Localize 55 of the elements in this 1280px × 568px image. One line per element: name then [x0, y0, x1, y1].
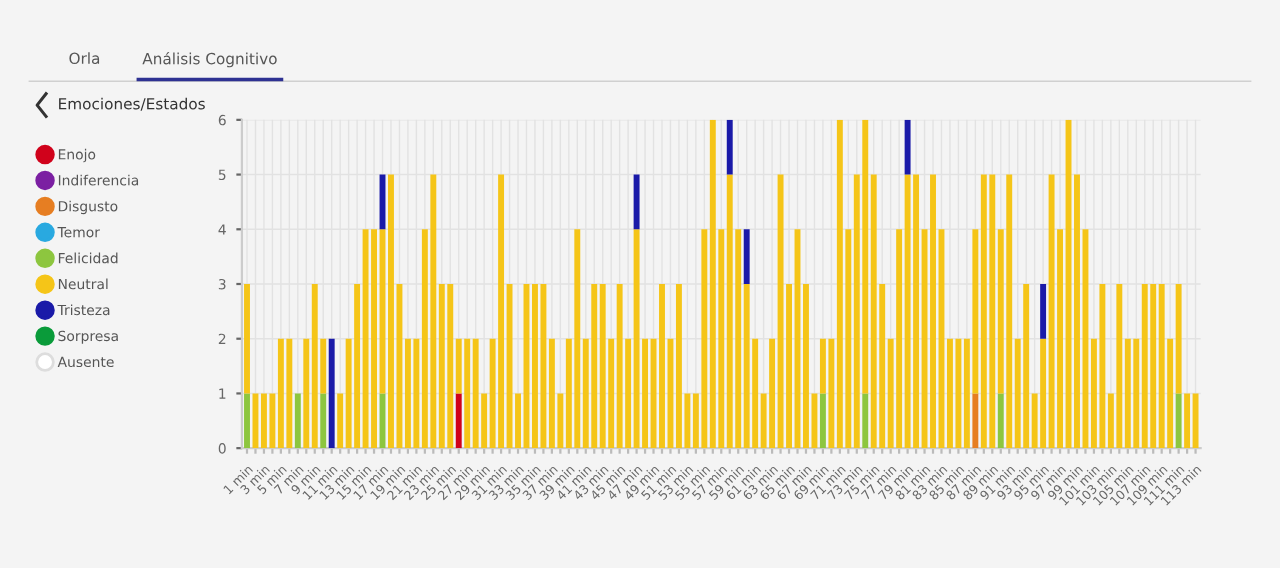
bar — [244, 393, 250, 449]
bar — [1006, 174, 1013, 449]
bar — [930, 174, 936, 449]
bar — [531, 284, 538, 449]
bar — [371, 229, 377, 449]
bar — [260, 393, 267, 449]
bar — [972, 393, 979, 449]
bar — [320, 393, 327, 449]
bar — [997, 393, 1004, 449]
bar — [819, 393, 826, 449]
bar — [455, 393, 462, 449]
bar — [862, 393, 869, 449]
bar — [955, 338, 962, 449]
bar — [311, 284, 318, 449]
bar — [540, 284, 547, 449]
bar — [244, 284, 250, 394]
bar — [277, 338, 284, 449]
bar — [1150, 284, 1157, 449]
bar — [591, 284, 598, 449]
bar — [1116, 284, 1123, 449]
bar — [726, 174, 733, 449]
bar — [616, 284, 623, 449]
bar — [1141, 284, 1148, 449]
bar — [904, 174, 911, 449]
bar — [675, 284, 682, 449]
bar — [472, 338, 479, 449]
bar — [362, 229, 369, 449]
bar — [659, 284, 665, 449]
bar — [1158, 284, 1165, 449]
bar — [980, 174, 987, 449]
bar — [1099, 284, 1106, 449]
bar — [913, 174, 920, 449]
bar — [464, 338, 471, 449]
bar — [777, 174, 784, 449]
bar — [286, 338, 293, 449]
bar — [574, 229, 581, 449]
bar — [1184, 393, 1191, 449]
bar — [743, 229, 750, 284]
bar — [904, 119, 911, 175]
bar — [430, 174, 437, 449]
bar — [294, 393, 301, 449]
bar — [1040, 284, 1047, 339]
bar — [1175, 393, 1182, 449]
bar — [1048, 174, 1055, 449]
bar — [726, 119, 733, 175]
bar — [447, 284, 454, 449]
bar — [498, 174, 505, 449]
bar — [989, 174, 996, 449]
bar — [599, 284, 606, 449]
bar — [633, 174, 640, 230]
bar — [633, 229, 640, 449]
bar — [328, 338, 335, 449]
bar — [1023, 284, 1030, 449]
bar — [1192, 393, 1199, 449]
bar — [388, 174, 394, 449]
